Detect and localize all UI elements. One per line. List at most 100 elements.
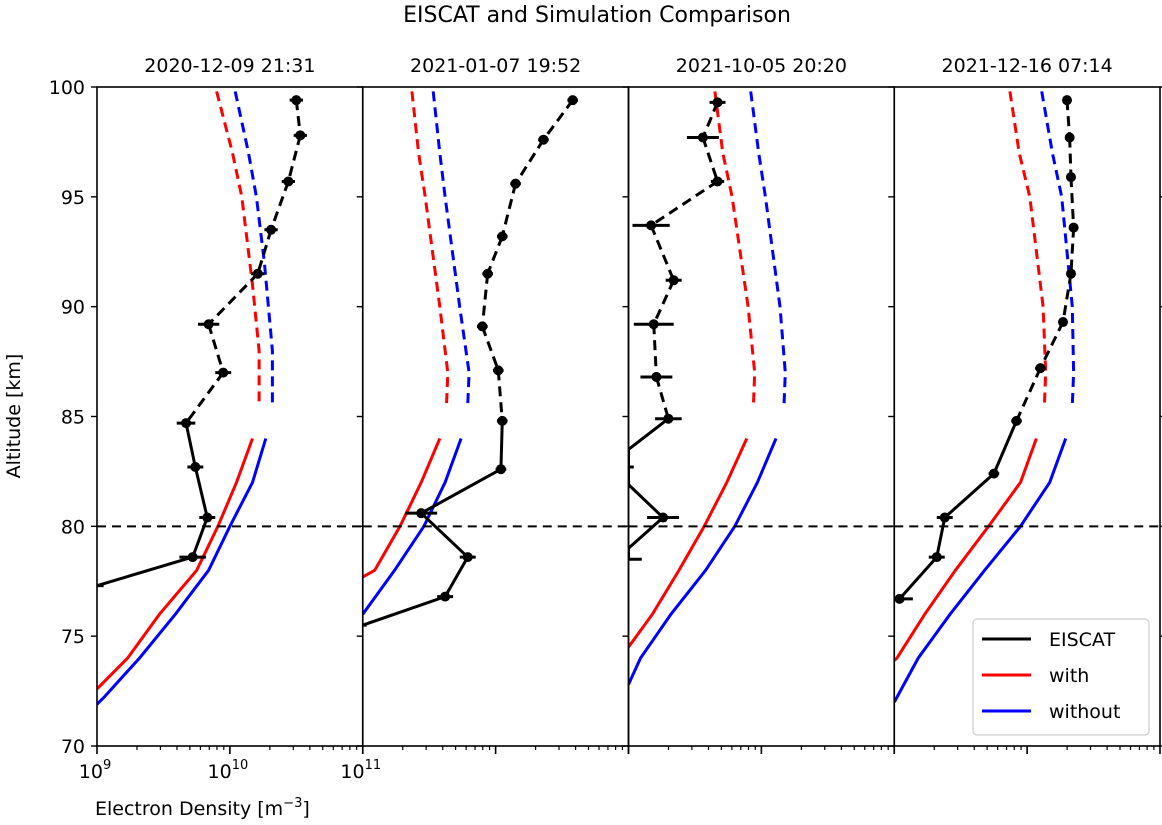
eiscat-segment (294, 100, 302, 136)
eiscat-point (493, 365, 504, 376)
eiscat-segment (207, 272, 259, 326)
eiscat-segment (652, 279, 676, 325)
eiscat-point (266, 224, 277, 235)
panel-plot-area (362, 91, 579, 627)
panel-title: 2020-12-09 21:31 (144, 55, 315, 77)
eiscat-segment (628, 516, 665, 550)
x-axis-label-exponent: −3 (283, 796, 302, 811)
eiscat-segment (649, 224, 676, 281)
eiscat-segment (443, 556, 470, 598)
eiscat-point (187, 552, 198, 563)
eiscat-point (462, 552, 473, 563)
eiscat-point (712, 97, 723, 108)
panel-2: 2021-01-07 19:52 (356, 55, 630, 754)
eiscat-segment (500, 183, 518, 237)
eiscat-segment (256, 229, 273, 275)
eiscat-segment (184, 371, 225, 424)
eiscat-segment (701, 101, 719, 139)
panel-title: 2021-01-07 19:52 (410, 55, 581, 77)
eiscat-point (218, 367, 229, 378)
eiscat-point (190, 462, 201, 473)
x-tick-base: 10 (340, 761, 364, 783)
eiscat-point (482, 268, 493, 279)
legend-label-with: with (1049, 665, 1089, 687)
eiscat-segment (1068, 137, 1073, 178)
panel-title: 2021-12-16 07:14 (942, 55, 1113, 77)
y-tick-label-90: 90 (61, 297, 85, 319)
eiscat-point (646, 220, 657, 231)
with-line-dashed (713, 91, 757, 406)
x-tick-label: 109 (79, 758, 111, 783)
legend-box (972, 618, 1150, 736)
eiscat-segment (701, 137, 719, 182)
eiscat-segment (654, 376, 670, 420)
x-tick-exponent: 10 (232, 758, 249, 773)
x-tick-exponent: 11 (365, 758, 382, 773)
eiscat-segment (1069, 227, 1076, 274)
without-line-dashed (233, 91, 274, 406)
eiscat-point (497, 415, 508, 426)
eiscat-point (988, 468, 999, 479)
eiscat-segment (992, 420, 1018, 475)
y-axis-label: Altitude [km] (3, 354, 25, 479)
eiscat-point (1011, 415, 1022, 426)
eiscat-point (538, 134, 549, 145)
without-line-solid (894, 437, 1068, 703)
eiscat-point (416, 508, 427, 519)
eiscat-point (1065, 172, 1076, 183)
eiscat-segment (269, 180, 290, 231)
without-line-solid (97, 438, 268, 706)
without-line-dashed (1040, 91, 1076, 406)
eiscat-segment (1069, 176, 1076, 228)
y-tick-label-100: 100 (49, 77, 85, 99)
eiscat-point (668, 275, 679, 286)
with-line-solid (894, 437, 1038, 662)
eiscat-point (648, 319, 659, 330)
panel-4: 2021-12-16 07:14 (888, 55, 1162, 754)
x-axis-label-text: Electron Density [m (95, 798, 283, 820)
chart-title: EISCAT and Simulation Comparison (403, 3, 791, 28)
eiscat-segment (898, 556, 938, 600)
with-line-solid (97, 437, 254, 690)
y-tick-label-80: 80 (61, 516, 85, 538)
eiscat-point (252, 268, 263, 279)
x-tick-label: 1011 (340, 758, 381, 783)
eiscat-segment (420, 467, 502, 515)
eiscat-segment (480, 325, 500, 371)
panel-frame (361, 86, 630, 747)
eiscat-segment (97, 555, 194, 588)
eiscat-segment (496, 370, 504, 422)
eiscat-point (567, 95, 578, 106)
eiscat-segment (499, 420, 504, 470)
panel-plot-area (894, 91, 1079, 703)
eiscat-segment (1061, 273, 1073, 323)
with-line-dashed (215, 91, 261, 406)
eiscat-segment (193, 466, 209, 518)
eiscat-point (697, 132, 708, 143)
eiscat-segment (628, 483, 665, 519)
eiscat-point (894, 593, 905, 604)
legend-label-without: without (1049, 701, 1120, 723)
panel-plot-area (97, 91, 307, 706)
eiscat-point (202, 512, 213, 523)
eiscat-point (1064, 132, 1075, 143)
eiscat-segment (652, 324, 658, 378)
eiscat-point (1068, 222, 1079, 233)
panel-title: 2021-10-05 20:20 (676, 55, 847, 77)
eiscat-segment (191, 517, 209, 558)
eiscat-segment (935, 517, 947, 558)
eiscat-point (651, 371, 662, 382)
y-tick-label-70: 70 (61, 736, 85, 758)
y-tick-label-95: 95 (61, 187, 85, 209)
eiscat-segment (207, 323, 225, 374)
x-tick-label: 1010 (208, 758, 249, 783)
with-line-solid (628, 437, 749, 648)
y-tick-label-85: 85 (61, 407, 85, 429)
with-line-dashed (410, 91, 450, 406)
eiscat-point (663, 413, 674, 424)
panel-3: 2021-10-05 20:20 (622, 55, 896, 754)
legend-label-EISCAT: EISCAT (1049, 629, 1115, 651)
